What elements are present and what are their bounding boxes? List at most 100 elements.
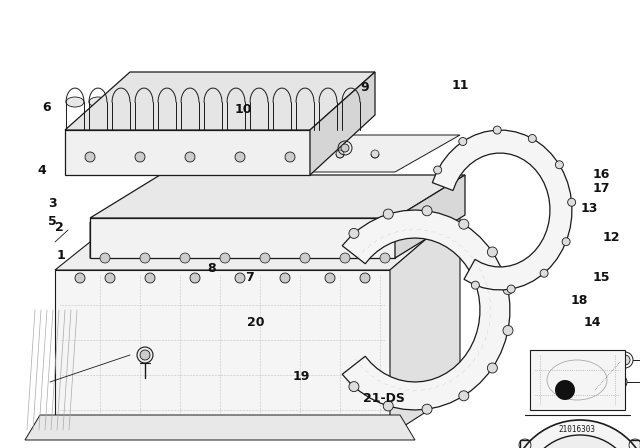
Circle shape — [190, 273, 200, 283]
Circle shape — [235, 273, 245, 283]
Text: 7: 7 — [245, 271, 254, 284]
Circle shape — [422, 206, 432, 216]
Circle shape — [568, 198, 575, 206]
Ellipse shape — [342, 97, 360, 107]
Text: 18: 18 — [570, 293, 588, 307]
Circle shape — [300, 253, 310, 263]
Text: 9: 9 — [360, 81, 369, 94]
Circle shape — [620, 355, 630, 365]
Text: 17: 17 — [593, 181, 611, 195]
Circle shape — [145, 273, 155, 283]
Circle shape — [510, 420, 640, 448]
Circle shape — [137, 347, 153, 363]
Circle shape — [100, 253, 110, 263]
Circle shape — [280, 273, 290, 283]
Circle shape — [488, 363, 497, 373]
Text: 16: 16 — [593, 168, 611, 181]
Circle shape — [185, 152, 195, 162]
Circle shape — [340, 253, 350, 263]
Circle shape — [503, 326, 513, 336]
Circle shape — [488, 247, 497, 257]
Text: 14: 14 — [583, 316, 601, 329]
Circle shape — [141, 150, 149, 158]
Polygon shape — [25, 415, 415, 440]
Ellipse shape — [204, 97, 222, 107]
Ellipse shape — [112, 97, 130, 107]
Ellipse shape — [158, 97, 176, 107]
Text: 19: 19 — [292, 370, 310, 383]
Circle shape — [106, 150, 114, 158]
Circle shape — [472, 281, 479, 289]
Polygon shape — [530, 350, 625, 410]
Ellipse shape — [250, 97, 268, 107]
Circle shape — [285, 152, 295, 162]
Circle shape — [503, 284, 513, 294]
Polygon shape — [310, 72, 375, 175]
Circle shape — [256, 150, 264, 158]
Circle shape — [135, 152, 145, 162]
Circle shape — [216, 150, 224, 158]
Text: 8: 8 — [207, 262, 216, 276]
Circle shape — [434, 166, 442, 174]
Circle shape — [180, 253, 190, 263]
Circle shape — [105, 273, 115, 283]
Text: 13: 13 — [580, 202, 598, 215]
Text: 11: 11 — [452, 78, 470, 92]
Polygon shape — [433, 130, 572, 290]
Ellipse shape — [89, 97, 107, 107]
Text: 20: 20 — [247, 316, 265, 329]
Ellipse shape — [273, 97, 291, 107]
Polygon shape — [55, 210, 460, 270]
Circle shape — [140, 253, 150, 263]
Circle shape — [459, 391, 468, 401]
Text: 21016303: 21016303 — [559, 425, 595, 434]
Ellipse shape — [319, 97, 337, 107]
Circle shape — [556, 161, 563, 169]
Circle shape — [85, 152, 95, 162]
Ellipse shape — [135, 97, 153, 107]
Polygon shape — [88, 135, 460, 172]
Text: 4: 4 — [37, 164, 46, 177]
Text: 3: 3 — [48, 197, 57, 211]
Circle shape — [341, 144, 349, 152]
Polygon shape — [90, 175, 465, 218]
Circle shape — [380, 253, 390, 263]
Circle shape — [349, 382, 359, 392]
Polygon shape — [90, 215, 460, 258]
Circle shape — [525, 435, 635, 448]
Circle shape — [325, 273, 335, 283]
Circle shape — [371, 150, 379, 158]
Circle shape — [555, 380, 575, 400]
Circle shape — [459, 138, 467, 146]
Polygon shape — [55, 270, 390, 435]
Circle shape — [336, 150, 344, 158]
Polygon shape — [390, 210, 460, 435]
Circle shape — [360, 273, 370, 283]
Text: 12: 12 — [602, 231, 620, 244]
Circle shape — [220, 253, 230, 263]
Circle shape — [422, 404, 432, 414]
Circle shape — [540, 269, 548, 277]
Circle shape — [493, 126, 501, 134]
Ellipse shape — [66, 97, 84, 107]
Text: 1: 1 — [56, 249, 65, 262]
Circle shape — [349, 228, 359, 238]
Text: 2: 2 — [55, 221, 64, 234]
Circle shape — [296, 150, 304, 158]
Ellipse shape — [296, 97, 314, 107]
Circle shape — [383, 401, 393, 411]
Circle shape — [75, 273, 85, 283]
Circle shape — [383, 209, 393, 219]
Polygon shape — [90, 218, 395, 258]
Circle shape — [260, 253, 270, 263]
Ellipse shape — [227, 97, 245, 107]
Circle shape — [528, 134, 536, 142]
Polygon shape — [395, 175, 465, 258]
Text: 6: 6 — [42, 101, 51, 114]
Text: 15: 15 — [593, 271, 611, 284]
Polygon shape — [65, 130, 310, 175]
Ellipse shape — [181, 97, 199, 107]
Polygon shape — [65, 72, 375, 130]
Polygon shape — [342, 210, 510, 410]
Circle shape — [176, 150, 184, 158]
